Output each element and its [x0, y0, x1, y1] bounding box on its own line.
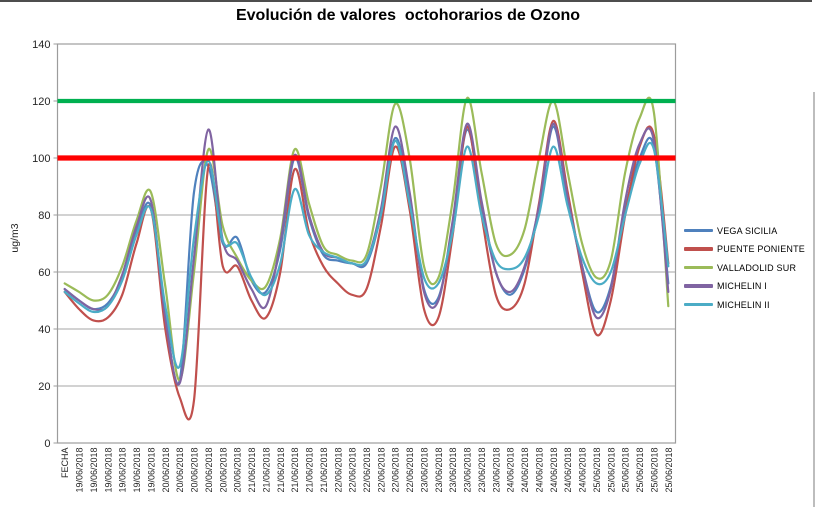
- x-tick-label: 24/06/2018: [563, 448, 573, 493]
- legend-item-michelin-i[interactable]: MICHELIN I: [684, 280, 805, 293]
- x-tick-label: 23/06/2018: [463, 447, 473, 492]
- x-tick-label: 22/06/2018: [348, 448, 358, 493]
- x-tick-label: 24/06/2018: [520, 448, 530, 493]
- legend-line-icon: [684, 284, 713, 288]
- x-tick-label: 24/06/2018: [506, 448, 516, 493]
- x-tick-label: 19/06/2018: [89, 448, 99, 493]
- legend: VEGA SICILIA PUENTE PONIENTE VALLADOLID SU…: [684, 224, 805, 317]
- chart-title: Evolución de valores octohorarios de Ozo…: [235, 7, 581, 24]
- x-tick-label: 22/06/2018: [391, 448, 401, 493]
- x-tick-label: 22/06/2018: [376, 448, 386, 493]
- x-tick-label: 20/06/2018: [204, 448, 214, 493]
- legend-label: VALLADOLID SUR: [717, 262, 797, 273]
- x-tick-label: 22/06/2018: [405, 448, 415, 493]
- x-tick-label: 22/06/2018: [333, 448, 343, 493]
- x-tick-label: 21/06/2018: [319, 448, 329, 493]
- x-tick-label: 23/06/2018: [491, 448, 501, 493]
- window-top-edge: [0, 0, 812, 2]
- legend-item-puente-poniente[interactable]: PUENTE PONIENTE: [684, 243, 805, 256]
- window-right-edge: [813, 92, 815, 507]
- x-tick-label: 19/06/2018: [103, 448, 113, 493]
- x-tick-label: 21/06/2018: [247, 448, 257, 493]
- legend-item-valladolid-sur[interactable]: VALLADOLID SUR: [684, 261, 805, 274]
- x-tick-label: 21/06/2018: [305, 448, 315, 493]
- y-tick-label: 40: [38, 324, 50, 336]
- x-tick-label: 23/06/2018: [434, 448, 444, 493]
- legend-item-michelin-ii[interactable]: MICHELIN II: [684, 298, 805, 311]
- x-tick-label: 21/06/2018: [276, 448, 286, 493]
- y-tick-label: 20: [38, 381, 50, 393]
- legend-line-icon: [684, 302, 713, 307]
- x-tick-label: 23/06/2018: [477, 448, 487, 493]
- x-tick-label: 25/06/2018: [592, 448, 602, 493]
- x-tick-label: 19/06/2018: [118, 448, 128, 493]
- x-tick-label: 24/06/2018: [578, 448, 588, 493]
- series-line-puente-poniente[interactable]: [63, 119, 670, 421]
- x-tick-label: 20/06/2018: [190, 448, 200, 493]
- x-axis-header-label: FECHA: [60, 448, 70, 479]
- legend-label: MICHELIN II: [717, 299, 770, 310]
- y-tick-label: 80: [38, 210, 50, 222]
- x-tick-label: 19/06/2018: [146, 448, 156, 493]
- x-tick-label: 20/06/2018: [218, 448, 228, 493]
- x-tick-label: 25/06/2018: [621, 448, 631, 493]
- y-tick-label: 100: [32, 153, 50, 165]
- x-tick-label: 25/06/2018: [635, 448, 645, 493]
- x-tick-label: 23/06/2018: [419, 448, 429, 493]
- x-tick-label: 22/06/2018: [362, 448, 372, 493]
- legend-label: MICHELIN I: [717, 281, 768, 291]
- x-tick-label: 19/06/2018: [132, 448, 142, 493]
- y-tick-label: 0: [44, 438, 50, 450]
- series-line-michelin-ii[interactable]: [63, 139, 670, 369]
- x-tick-label: 24/06/2018: [534, 448, 544, 493]
- series-line-valladolid-sur[interactable]: [63, 96, 670, 382]
- x-tick-label: 23/06/2018: [448, 448, 458, 493]
- legend-label: VEGA SICILIA: [717, 225, 778, 236]
- legend-line-icon: [684, 247, 713, 251]
- legend-line-icon: [684, 265, 713, 270]
- x-tick-label: 20/06/2018: [233, 448, 243, 493]
- plot-border: [56, 43, 677, 444]
- y-tick-label: 140: [32, 39, 50, 51]
- x-tick-label: 21/06/2018: [290, 448, 300, 493]
- x-tick-label: 25/06/2018: [606, 448, 616, 493]
- x-tick-label: 25/06/2018: [649, 448, 659, 493]
- x-tick-label: 20/06/2018: [175, 448, 185, 493]
- y-tick-label: 60: [38, 267, 50, 279]
- x-tick-label: 24/06/2018: [549, 448, 559, 493]
- x-tick-label: 20/06/2018: [161, 448, 171, 493]
- x-tick-label: 21/06/2018: [261, 448, 271, 493]
- x-tick-label: 25/06/2018: [664, 448, 674, 493]
- legend-label: PUENTE PONIENTE: [717, 244, 806, 254]
- legend-line-icon: [684, 228, 713, 233]
- x-tick-label: 19/06/2018: [75, 448, 85, 493]
- y-tick-label: 120: [32, 96, 50, 108]
- legend-item-vega-sicilia[interactable]: VEGA SICILIA: [684, 224, 805, 237]
